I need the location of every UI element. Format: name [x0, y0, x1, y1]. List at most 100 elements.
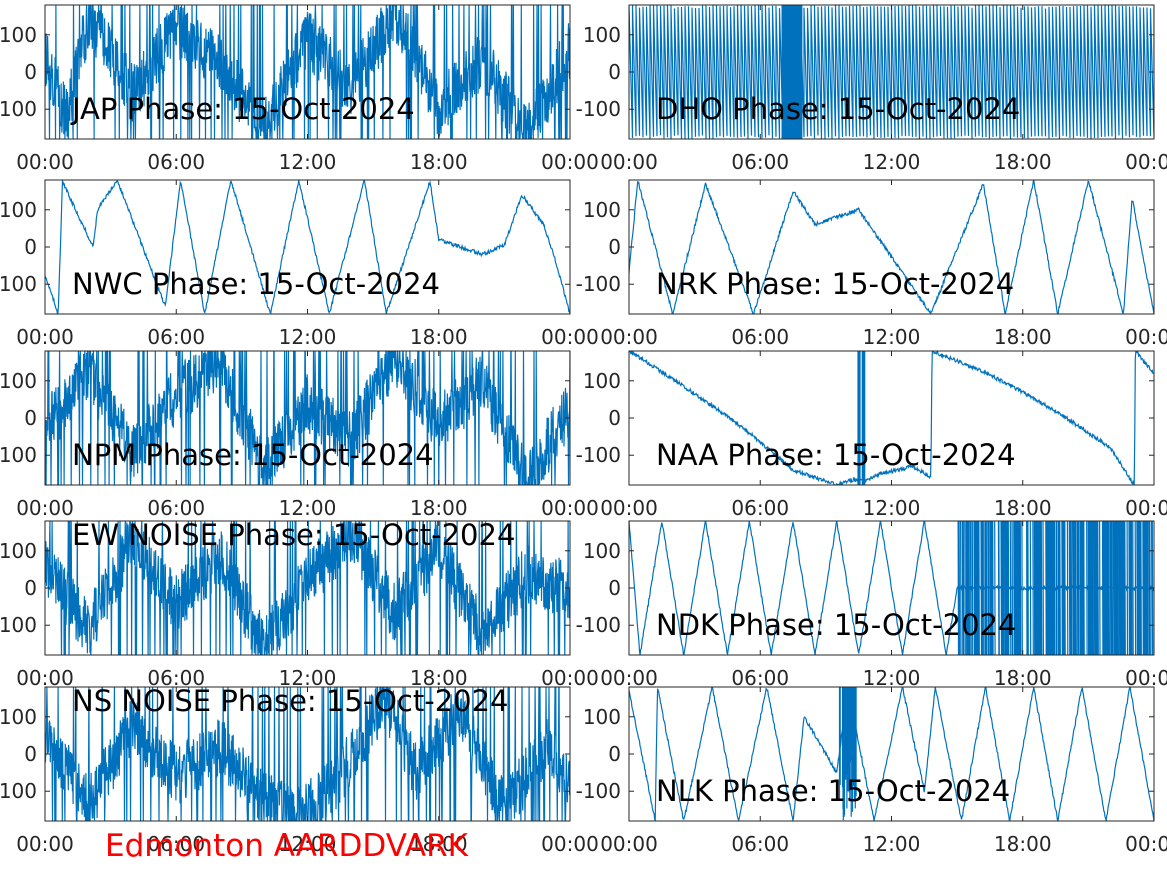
- x-tick-label: 12:00: [279, 325, 337, 349]
- y-tick-label: 100: [0, 613, 37, 637]
- y-tick-label: 0: [24, 406, 37, 430]
- x-tick-label: 12:00: [279, 150, 337, 174]
- panel-nrk: 100 0 -100 00:00 06:00 12:00 18:00 00:00 NRK Pha…: [576, 179, 1167, 358]
- x-tick-label: 18:00: [410, 325, 468, 349]
- y-tick-label: 100: [583, 705, 621, 729]
- x-tick-label: 06:00: [731, 325, 789, 349]
- x-tick-label: 06:00: [147, 150, 205, 174]
- series-line-nwc: [45, 180, 570, 314]
- series-line-nlk: [629, 687, 1154, 821]
- y-tick-label: 0: [24, 742, 37, 766]
- series-line-dho: [629, 5, 1154, 139]
- y-tick-label: 100: [583, 369, 621, 393]
- series-line-nrk: [629, 180, 1154, 314]
- x-tick-label: 00:00: [600, 666, 658, 690]
- x-tick-label: 18:00: [994, 496, 1052, 520]
- panel-ndk: 100 0 -100 00:00 06:00 12:00 18:00 00:00 NDK Pha…: [576, 520, 1167, 699]
- chart-npm: 100 0 100 00:00 06:00 12:00 18:00 00:00 NPM Phas…: [0, 350, 599, 520]
- y-tick-label: 100: [0, 369, 37, 393]
- panel-nwc: 100 0 100 00:00 06:00 12:00 18:00 00:00 NWC Phas…: [0, 179, 622, 358]
- x-tick-label: 06:00: [731, 666, 789, 690]
- x-tick-label: 18:00: [994, 325, 1052, 349]
- x-tick-label: 00:00: [541, 325, 599, 349]
- x-tick-label: 06:00: [731, 496, 789, 520]
- x-tick-label: 12:00: [279, 832, 337, 856]
- y-tick-label: 100: [0, 539, 37, 563]
- station-label: Edmonton AARDDVARK: [105, 828, 469, 864]
- x-tick-label: 18:00: [410, 150, 468, 174]
- x-tick-label: 00:00: [1125, 325, 1167, 349]
- x-tick-label: 18:00: [410, 496, 468, 520]
- panel-ns-noise: 100 0 100 00:00 06:00 12:00 18:00 00:00 NS NOISE…: [0, 684, 622, 865]
- y-tick-label: 0: [24, 60, 37, 84]
- x-tick-label: 06:00: [731, 832, 789, 856]
- y-tick-label: 100: [583, 23, 621, 47]
- chart-naa: 100 0 -100 00:00 06:00 12:00 18:00 00:00 NAA Pha…: [576, 350, 1167, 520]
- x-tick-label: 12:00: [863, 832, 921, 856]
- panel-nlk: 100 0 -100 00:00 06:00 12:00 18:00 00:00 NLK Pha…: [576, 686, 1167, 865]
- y-tick-label: 100: [0, 705, 37, 729]
- x-tick-label: 00:00: [541, 666, 599, 690]
- y-tick-label: 100: [0, 97, 37, 121]
- y-tick-label: -100: [576, 779, 621, 803]
- x-tick-label: 00:00: [16, 832, 74, 856]
- y-tick-label: 0: [608, 60, 621, 84]
- y-tick-label: 100: [0, 779, 37, 803]
- y-tick-label: 100: [0, 23, 37, 47]
- y-tick-label: 0: [608, 576, 621, 600]
- series-line-ndk: [629, 521, 1154, 655]
- x-tick-label: 00:00: [600, 496, 658, 520]
- panel-title-ndk: NDK Phase: 15-Oct-2024: [656, 608, 1016, 642]
- panel-title-nrk: NRK Phase: 15-Oct-2024: [656, 267, 1014, 301]
- x-tick-label: 12:00: [863, 150, 921, 174]
- panel-ew-noise: 100 0 100 00:00 06:00 12:00 18:00 00:00 EW NOISE…: [0, 518, 622, 699]
- y-tick-label: 100: [0, 443, 37, 467]
- y-tick-label: -100: [576, 272, 621, 296]
- panel-jap: 100 0 100 00:00 06:00 12:00 18:00 00:00 JAP Phas…: [0, 4, 622, 183]
- chart-nlk: 100 0 -100 00:00 06:00 12:00 18:00 00:00 NLK Pha…: [576, 686, 1167, 856]
- x-tick-label: 00:00: [16, 150, 74, 174]
- y-tick-label: -100: [576, 443, 621, 467]
- panel-title-nlk: NLK Phase: 15-Oct-2024: [656, 774, 1010, 808]
- x-tick-label: 12:00: [863, 666, 921, 690]
- y-tick-label: 100: [583, 198, 621, 222]
- x-tick-label: 00:00: [1125, 496, 1167, 520]
- x-tick-label: 06:00: [147, 666, 205, 690]
- y-tick-label: 0: [608, 742, 621, 766]
- series-line-ns-noise: [45, 687, 570, 821]
- x-tick-label: 00:00: [600, 150, 658, 174]
- y-tick-label: 100: [0, 198, 37, 222]
- chart-nwc: 100 0 100 00:00 06:00 12:00 18:00 00:00 NWC Phas…: [0, 179, 599, 349]
- x-tick-label: 00:00: [1125, 666, 1167, 690]
- x-tick-label: 12:00: [863, 325, 921, 349]
- x-tick-label: 00:00: [541, 496, 599, 520]
- panel-title-npm: NPM Phase: 15-Oct-2024: [72, 438, 434, 472]
- x-tick-label: 06:00: [147, 325, 205, 349]
- x-tick-label: 00:00: [541, 832, 599, 856]
- x-tick-label: 00:00: [600, 832, 658, 856]
- y-tick-label: 0: [24, 576, 37, 600]
- x-tick-label: 00:00: [16, 666, 74, 690]
- x-tick-label: 18:00: [994, 150, 1052, 174]
- panel-title-jap: JAP Phase: 15-Oct-2024: [70, 92, 415, 126]
- chart-ns-noise: 100 0 100 00:00 06:00 12:00 18:00 00:00 NS NOISE…: [0, 684, 599, 856]
- x-tick-label: 00:00: [16, 496, 74, 520]
- x-tick-label: 06:00: [147, 832, 205, 856]
- panel-title-ew-noise: EW NOISE Phase: 15-Oct-2024: [72, 518, 515, 552]
- x-tick-label: 12:00: [279, 666, 337, 690]
- panel-title-naa: NAA Phase: 15-Oct-2024: [656, 438, 1016, 472]
- panel-npm: 100 0 100 00:00 06:00 12:00 18:00 00:00 NPM Phas…: [0, 350, 622, 529]
- x-tick-label: 00:00: [1125, 150, 1167, 174]
- y-tick-label: 0: [24, 235, 37, 259]
- chart-ndk: 100 0 -100 00:00 06:00 12:00 18:00 00:00 NDK Pha…: [576, 520, 1167, 690]
- y-tick-label: -100: [576, 613, 621, 637]
- chart-jap: 100 0 100 00:00 06:00 12:00 18:00 00:00 JAP Phas…: [0, 4, 599, 174]
- x-tick-label: 00:00: [1125, 832, 1167, 856]
- x-tick-label: 18:00: [410, 666, 468, 690]
- panel-title-ns-noise: NS NOISE Phase: 15-Oct-2024: [72, 684, 509, 718]
- series-line-naa: [629, 351, 1154, 485]
- x-tick-label: 00:00: [600, 325, 658, 349]
- x-tick-label: 00:00: [541, 150, 599, 174]
- chart-ew-noise: 100 0 100 00:00 06:00 12:00 18:00 00:00 EW NOISE…: [0, 518, 599, 690]
- chart-dho: 100 0 -100 00:00 06:00 12:00 18:00 00:00 DHO Pha…: [576, 4, 1167, 174]
